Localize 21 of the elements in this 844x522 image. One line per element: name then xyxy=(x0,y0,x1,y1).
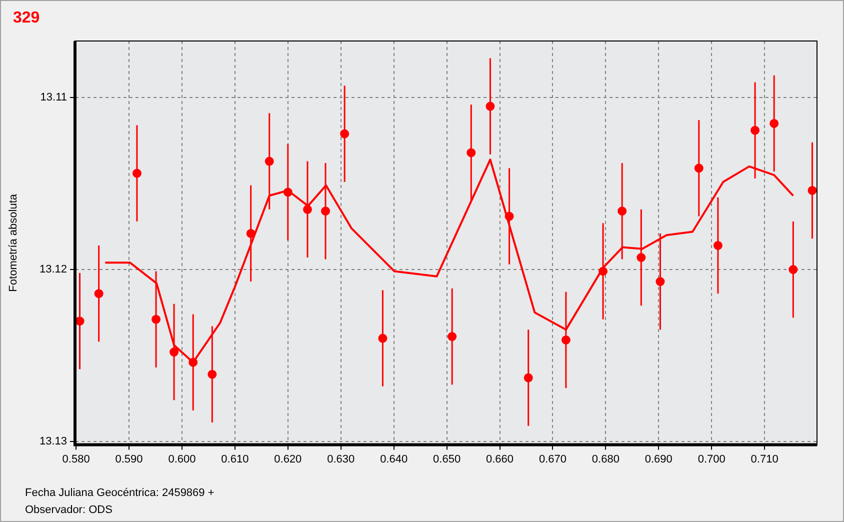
x-tick-label: 0.590 xyxy=(115,453,143,466)
x-tick-label: 0.580 xyxy=(62,453,90,466)
x-axis-title: Fecha Juliana Geocéntrica: 2459869 + xyxy=(25,487,214,500)
x-tick-label: 0.660 xyxy=(486,453,514,466)
text: Observador: ODS xyxy=(25,504,112,516)
x-tick-label: 0.690 xyxy=(644,453,672,466)
x-tick-label: 0.600 xyxy=(168,453,196,466)
x-tick-label: 0.700 xyxy=(698,453,726,466)
chart-title: 329 xyxy=(13,9,40,26)
x-tick-label: 0.620 xyxy=(274,453,302,466)
x-tick-label: 0.670 xyxy=(538,453,566,466)
x-tick-label: 0.650 xyxy=(433,453,461,466)
x-tick-label: 0.710 xyxy=(750,453,778,466)
x-tick-label: 0.680 xyxy=(592,453,620,466)
x-tick-label: 0.630 xyxy=(327,453,355,466)
y-tick-label: 13.11 xyxy=(40,92,67,104)
x-tick-label: 0.610 xyxy=(221,453,249,466)
y-axis-title: Fotometría absoluta xyxy=(8,193,20,292)
y-tick-label: 13.13 xyxy=(39,435,67,448)
y-tick-label: 13.12 xyxy=(39,264,67,276)
x-tick-label: 0.640 xyxy=(380,453,408,466)
